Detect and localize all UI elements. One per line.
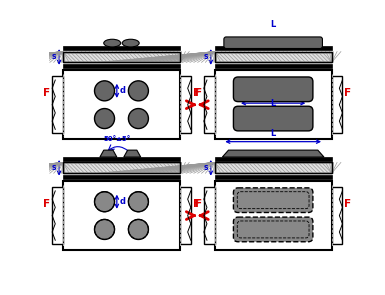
Ellipse shape [104, 39, 121, 47]
Bar [63, 181, 180, 250]
Bar [63, 175, 180, 178]
Circle shape [129, 109, 148, 129]
Bar [215, 70, 332, 139]
Bar [215, 52, 332, 62]
Text: F: F [43, 88, 50, 98]
Bar [180, 76, 191, 133]
Bar [215, 175, 332, 178]
Ellipse shape [122, 39, 139, 47]
FancyBboxPatch shape [233, 106, 313, 131]
Text: F: F [192, 88, 200, 98]
Bar [63, 52, 180, 62]
Text: F: F [192, 199, 200, 209]
Text: L: L [271, 20, 276, 29]
Bar [215, 157, 332, 161]
Bar [332, 187, 343, 244]
Text: s: s [52, 53, 56, 61]
Circle shape [129, 192, 148, 212]
Bar [215, 64, 332, 68]
Bar [63, 64, 180, 68]
Polygon shape [223, 150, 324, 157]
Polygon shape [124, 150, 141, 157]
FancyBboxPatch shape [224, 37, 323, 48]
Bar [204, 187, 215, 244]
Bar [63, 163, 180, 173]
Bar [215, 46, 332, 50]
Bar [215, 163, 332, 173]
Text: d: d [119, 86, 125, 95]
FancyBboxPatch shape [233, 77, 313, 101]
Text: F: F [43, 199, 50, 209]
Bar [63, 52, 180, 62]
Circle shape [95, 109, 115, 129]
Text: s: s [203, 163, 208, 172]
Bar [63, 70, 180, 139]
Bar [63, 163, 180, 173]
Text: F: F [195, 88, 202, 98]
Bar [52, 187, 63, 244]
Text: F: F [195, 199, 202, 209]
Circle shape [129, 81, 148, 101]
Bar [63, 46, 180, 50]
Text: s: s [52, 163, 56, 172]
Text: 50°±5°: 50°±5° [104, 136, 131, 142]
Circle shape [129, 219, 148, 240]
Circle shape [95, 192, 115, 212]
Text: L: L [271, 99, 276, 108]
Bar [63, 157, 180, 161]
Bar [52, 76, 63, 133]
Text: F: F [344, 199, 352, 209]
FancyBboxPatch shape [233, 188, 313, 212]
Text: s: s [203, 53, 208, 61]
Polygon shape [100, 150, 117, 157]
Bar [215, 181, 332, 250]
Bar [215, 163, 332, 173]
Bar [180, 187, 191, 244]
Bar [332, 76, 343, 133]
Circle shape [95, 81, 115, 101]
Text: L: L [271, 129, 276, 138]
Text: F: F [344, 88, 352, 98]
FancyBboxPatch shape [233, 217, 313, 242]
Bar [215, 52, 332, 62]
Bar [204, 76, 215, 133]
Circle shape [95, 219, 115, 240]
Text: d: d [119, 197, 125, 206]
